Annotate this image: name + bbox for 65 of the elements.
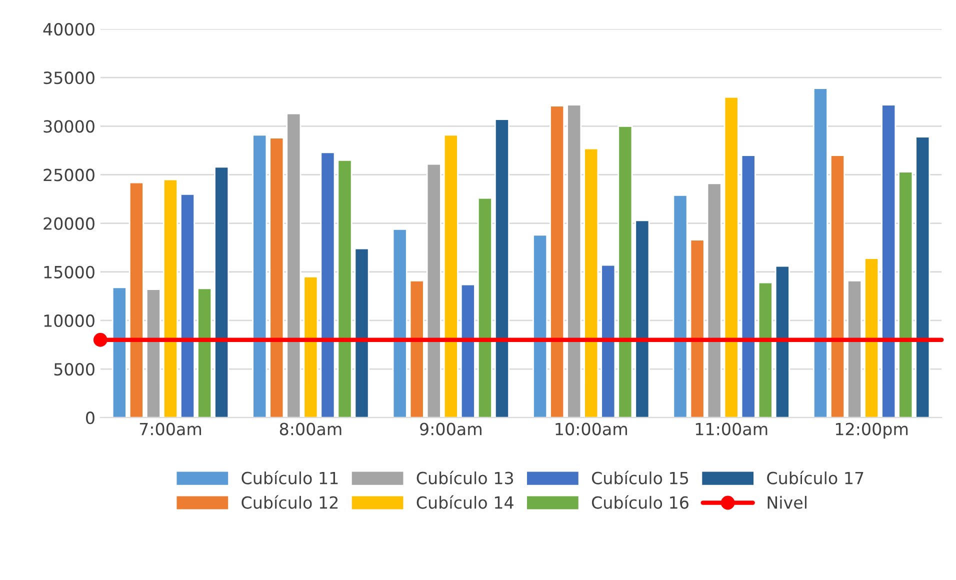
bar xyxy=(532,234,548,418)
bar xyxy=(269,137,284,418)
y-tick-label: 20000 xyxy=(44,217,94,230)
bar xyxy=(128,182,144,418)
bar xyxy=(303,276,318,418)
bar xyxy=(672,194,688,418)
bar xyxy=(354,248,370,418)
y-tick-label: 40000 xyxy=(43,22,94,36)
bar xyxy=(146,288,161,418)
bar xyxy=(724,96,739,418)
x-tick-label: 12:00pm xyxy=(836,422,908,439)
legend-label: Cubículo 15 xyxy=(592,470,688,484)
bar xyxy=(337,159,352,418)
legend-label: Cubículo 12 xyxy=(242,495,338,509)
bar xyxy=(443,134,458,418)
legend-label: Cubículo 14 xyxy=(416,495,514,509)
bar xyxy=(830,154,846,418)
y-tick-label: 15000 xyxy=(44,266,94,278)
legend-label: Cubículo 13 xyxy=(416,470,514,484)
x-tick-label: 8:00am xyxy=(280,422,342,436)
bar xyxy=(320,152,336,418)
bar xyxy=(494,118,510,418)
bar xyxy=(392,228,408,418)
bar xyxy=(426,163,442,418)
bar xyxy=(477,197,492,418)
bar xyxy=(286,112,302,418)
bar xyxy=(550,105,565,418)
y-tick-label: 0 xyxy=(86,412,94,424)
bar xyxy=(618,125,633,418)
legend-label: Cubículo 17 xyxy=(767,470,864,484)
bar xyxy=(690,239,705,418)
bar xyxy=(584,148,599,418)
bar xyxy=(460,284,476,418)
x-tick-label: 11:00am xyxy=(696,422,768,436)
bar xyxy=(774,265,790,418)
x-tick-label: 9:00am xyxy=(420,422,482,436)
y-tick-label: 35000 xyxy=(44,72,94,84)
bar xyxy=(252,134,268,418)
bar xyxy=(112,286,127,418)
y-tick-label: 25000 xyxy=(44,168,94,182)
bar xyxy=(864,258,880,418)
bar xyxy=(600,264,616,418)
bar xyxy=(915,136,930,418)
bar xyxy=(162,178,178,418)
y-tick-label: 10000 xyxy=(44,314,94,328)
x-tick-label: 7:00am xyxy=(140,422,202,436)
legend-label: Cubículo 16 xyxy=(592,495,688,509)
bar xyxy=(706,182,722,418)
bar xyxy=(898,171,914,418)
bar xyxy=(847,280,862,418)
bar xyxy=(634,220,650,418)
legend-label: Nivel xyxy=(768,496,806,509)
bar xyxy=(881,104,896,418)
bar xyxy=(197,288,212,418)
bar xyxy=(180,193,196,418)
bar xyxy=(409,280,424,418)
bar xyxy=(812,88,828,418)
bar xyxy=(740,154,756,418)
y-tick-label: 5000 xyxy=(54,362,94,376)
y-tick-label: 30000 xyxy=(44,120,94,133)
bar xyxy=(214,166,230,418)
x-tick-label: 10:00am xyxy=(556,422,627,436)
bar xyxy=(566,104,582,418)
legend-label: Cubículo 11 xyxy=(242,470,338,484)
bar xyxy=(758,282,773,418)
